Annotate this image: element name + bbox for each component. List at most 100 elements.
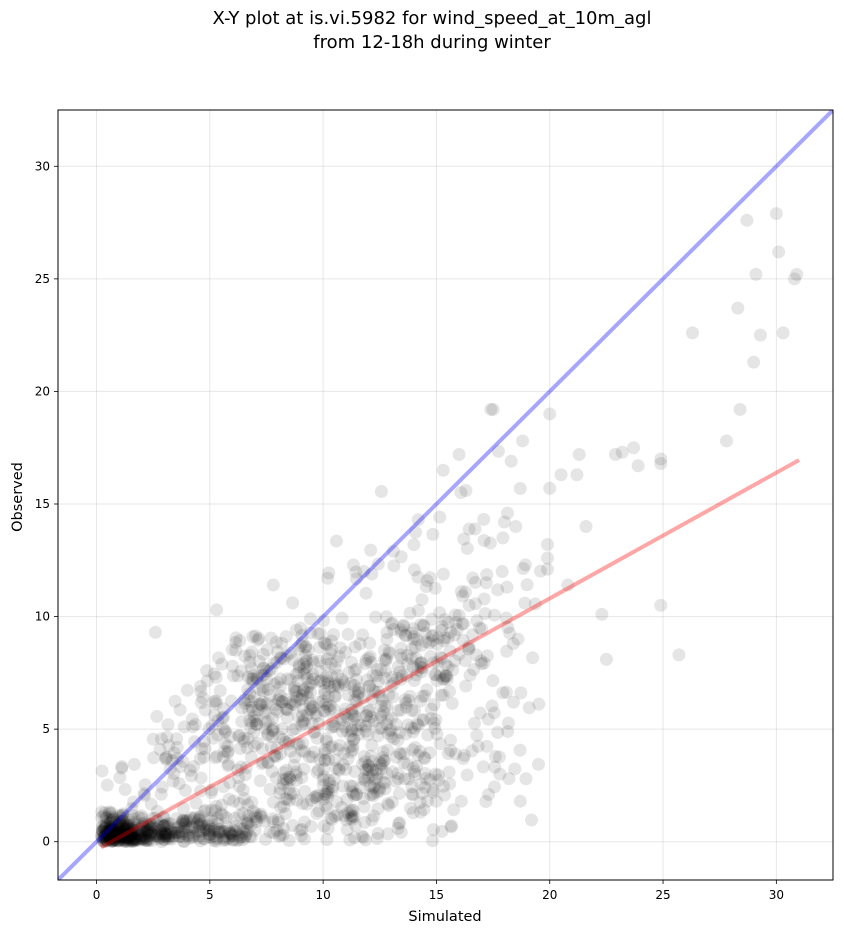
scatter-point — [107, 823, 121, 837]
scatter-point — [126, 825, 140, 839]
scatter-point — [528, 597, 542, 611]
scatter-point — [117, 829, 131, 843]
scatter-point — [520, 578, 534, 592]
scatter-point — [125, 808, 139, 822]
scatter-point — [107, 833, 121, 847]
scatter-point — [173, 829, 187, 843]
scatter-point — [410, 633, 424, 647]
scatter-point — [320, 652, 334, 666]
scatter-point — [287, 653, 301, 667]
scatter-point — [216, 702, 230, 716]
scatter-point — [318, 753, 332, 767]
scatter-point — [377, 705, 391, 719]
scatter-point — [140, 823, 154, 837]
scatter-point — [407, 538, 421, 552]
scatter-point — [240, 817, 254, 831]
scatter-point — [129, 831, 143, 845]
scatter-point — [176, 814, 190, 828]
scatter-point — [105, 810, 119, 824]
scatter-point — [118, 821, 132, 835]
scatter-point — [242, 693, 256, 707]
scatter-point — [270, 749, 284, 763]
grid — [58, 110, 833, 880]
scatter-point — [501, 620, 515, 634]
scatter-point — [411, 513, 425, 527]
scatter-point — [345, 810, 359, 824]
scatter-point — [245, 795, 259, 809]
scatter-point — [345, 784, 359, 798]
scatter-point — [233, 796, 247, 810]
scatter-point — [115, 820, 129, 834]
scatter-point — [371, 826, 385, 840]
scatter-point — [272, 829, 286, 843]
scatter-point — [135, 824, 149, 838]
scatter-point — [429, 668, 443, 682]
scatter-point — [279, 772, 293, 786]
scatter-point — [328, 689, 342, 703]
scatter-point — [292, 642, 306, 656]
scatter-point — [358, 815, 372, 829]
scatter-point — [411, 748, 425, 762]
scatter-point — [452, 608, 466, 622]
scatter-point — [197, 823, 211, 837]
scatter-point — [346, 812, 360, 826]
scatter-point — [269, 635, 283, 649]
scatter-point — [366, 789, 380, 803]
scatter-point — [210, 811, 224, 825]
scatter-point — [270, 824, 284, 838]
scatter-point — [310, 789, 324, 803]
scatter-point — [205, 803, 219, 817]
scatter-point — [533, 564, 547, 578]
scatter-point — [122, 826, 136, 840]
scatter-point — [269, 771, 283, 785]
scatter-point — [126, 834, 140, 848]
scatter-point — [269, 703, 283, 717]
scatter-point — [132, 823, 146, 837]
scatter-point — [235, 830, 249, 844]
scatter-point — [294, 621, 308, 635]
scatter-point — [343, 805, 357, 819]
scatter-point — [179, 813, 193, 827]
scatter-point — [297, 657, 311, 671]
scatter-point — [233, 729, 247, 743]
scatter-point — [225, 643, 239, 657]
scatter-point — [400, 657, 414, 671]
scatter-point — [106, 834, 120, 848]
scatter-point — [442, 616, 456, 630]
scatter-point — [423, 773, 437, 787]
scatter-point — [132, 834, 146, 848]
scatter-point — [373, 756, 387, 770]
scatter-point — [436, 688, 450, 702]
scatter-point — [175, 825, 189, 839]
scatter-point — [295, 771, 309, 785]
scatter-point — [261, 727, 275, 741]
scatter-point — [223, 776, 237, 790]
scatter-point — [279, 763, 293, 777]
scatter-point — [140, 825, 154, 839]
scatter-point — [475, 657, 489, 671]
scatter-point — [246, 672, 260, 686]
scatter-point — [297, 832, 311, 846]
scatter-point — [106, 833, 120, 847]
scatter-point — [262, 664, 276, 678]
scatter-point — [289, 695, 303, 709]
scatter-point — [255, 742, 269, 756]
scatter-point — [344, 809, 358, 823]
scatter-point — [348, 831, 362, 845]
scatter-point — [366, 781, 380, 795]
scatter-point — [274, 828, 288, 842]
scatter-point — [292, 658, 306, 672]
scatter-point — [289, 768, 303, 782]
scatter-point — [222, 792, 236, 806]
scatter-point — [99, 833, 113, 847]
scatter-point — [231, 669, 245, 683]
scatter-point — [297, 702, 311, 716]
scatter-point — [381, 726, 395, 740]
scatter-point — [496, 686, 510, 700]
scatter-point — [97, 834, 111, 848]
scatter-point — [300, 666, 314, 680]
scatter-point — [395, 651, 409, 665]
scatter-point — [331, 680, 345, 694]
scatter-point — [316, 694, 330, 708]
scatter-point — [112, 816, 126, 830]
